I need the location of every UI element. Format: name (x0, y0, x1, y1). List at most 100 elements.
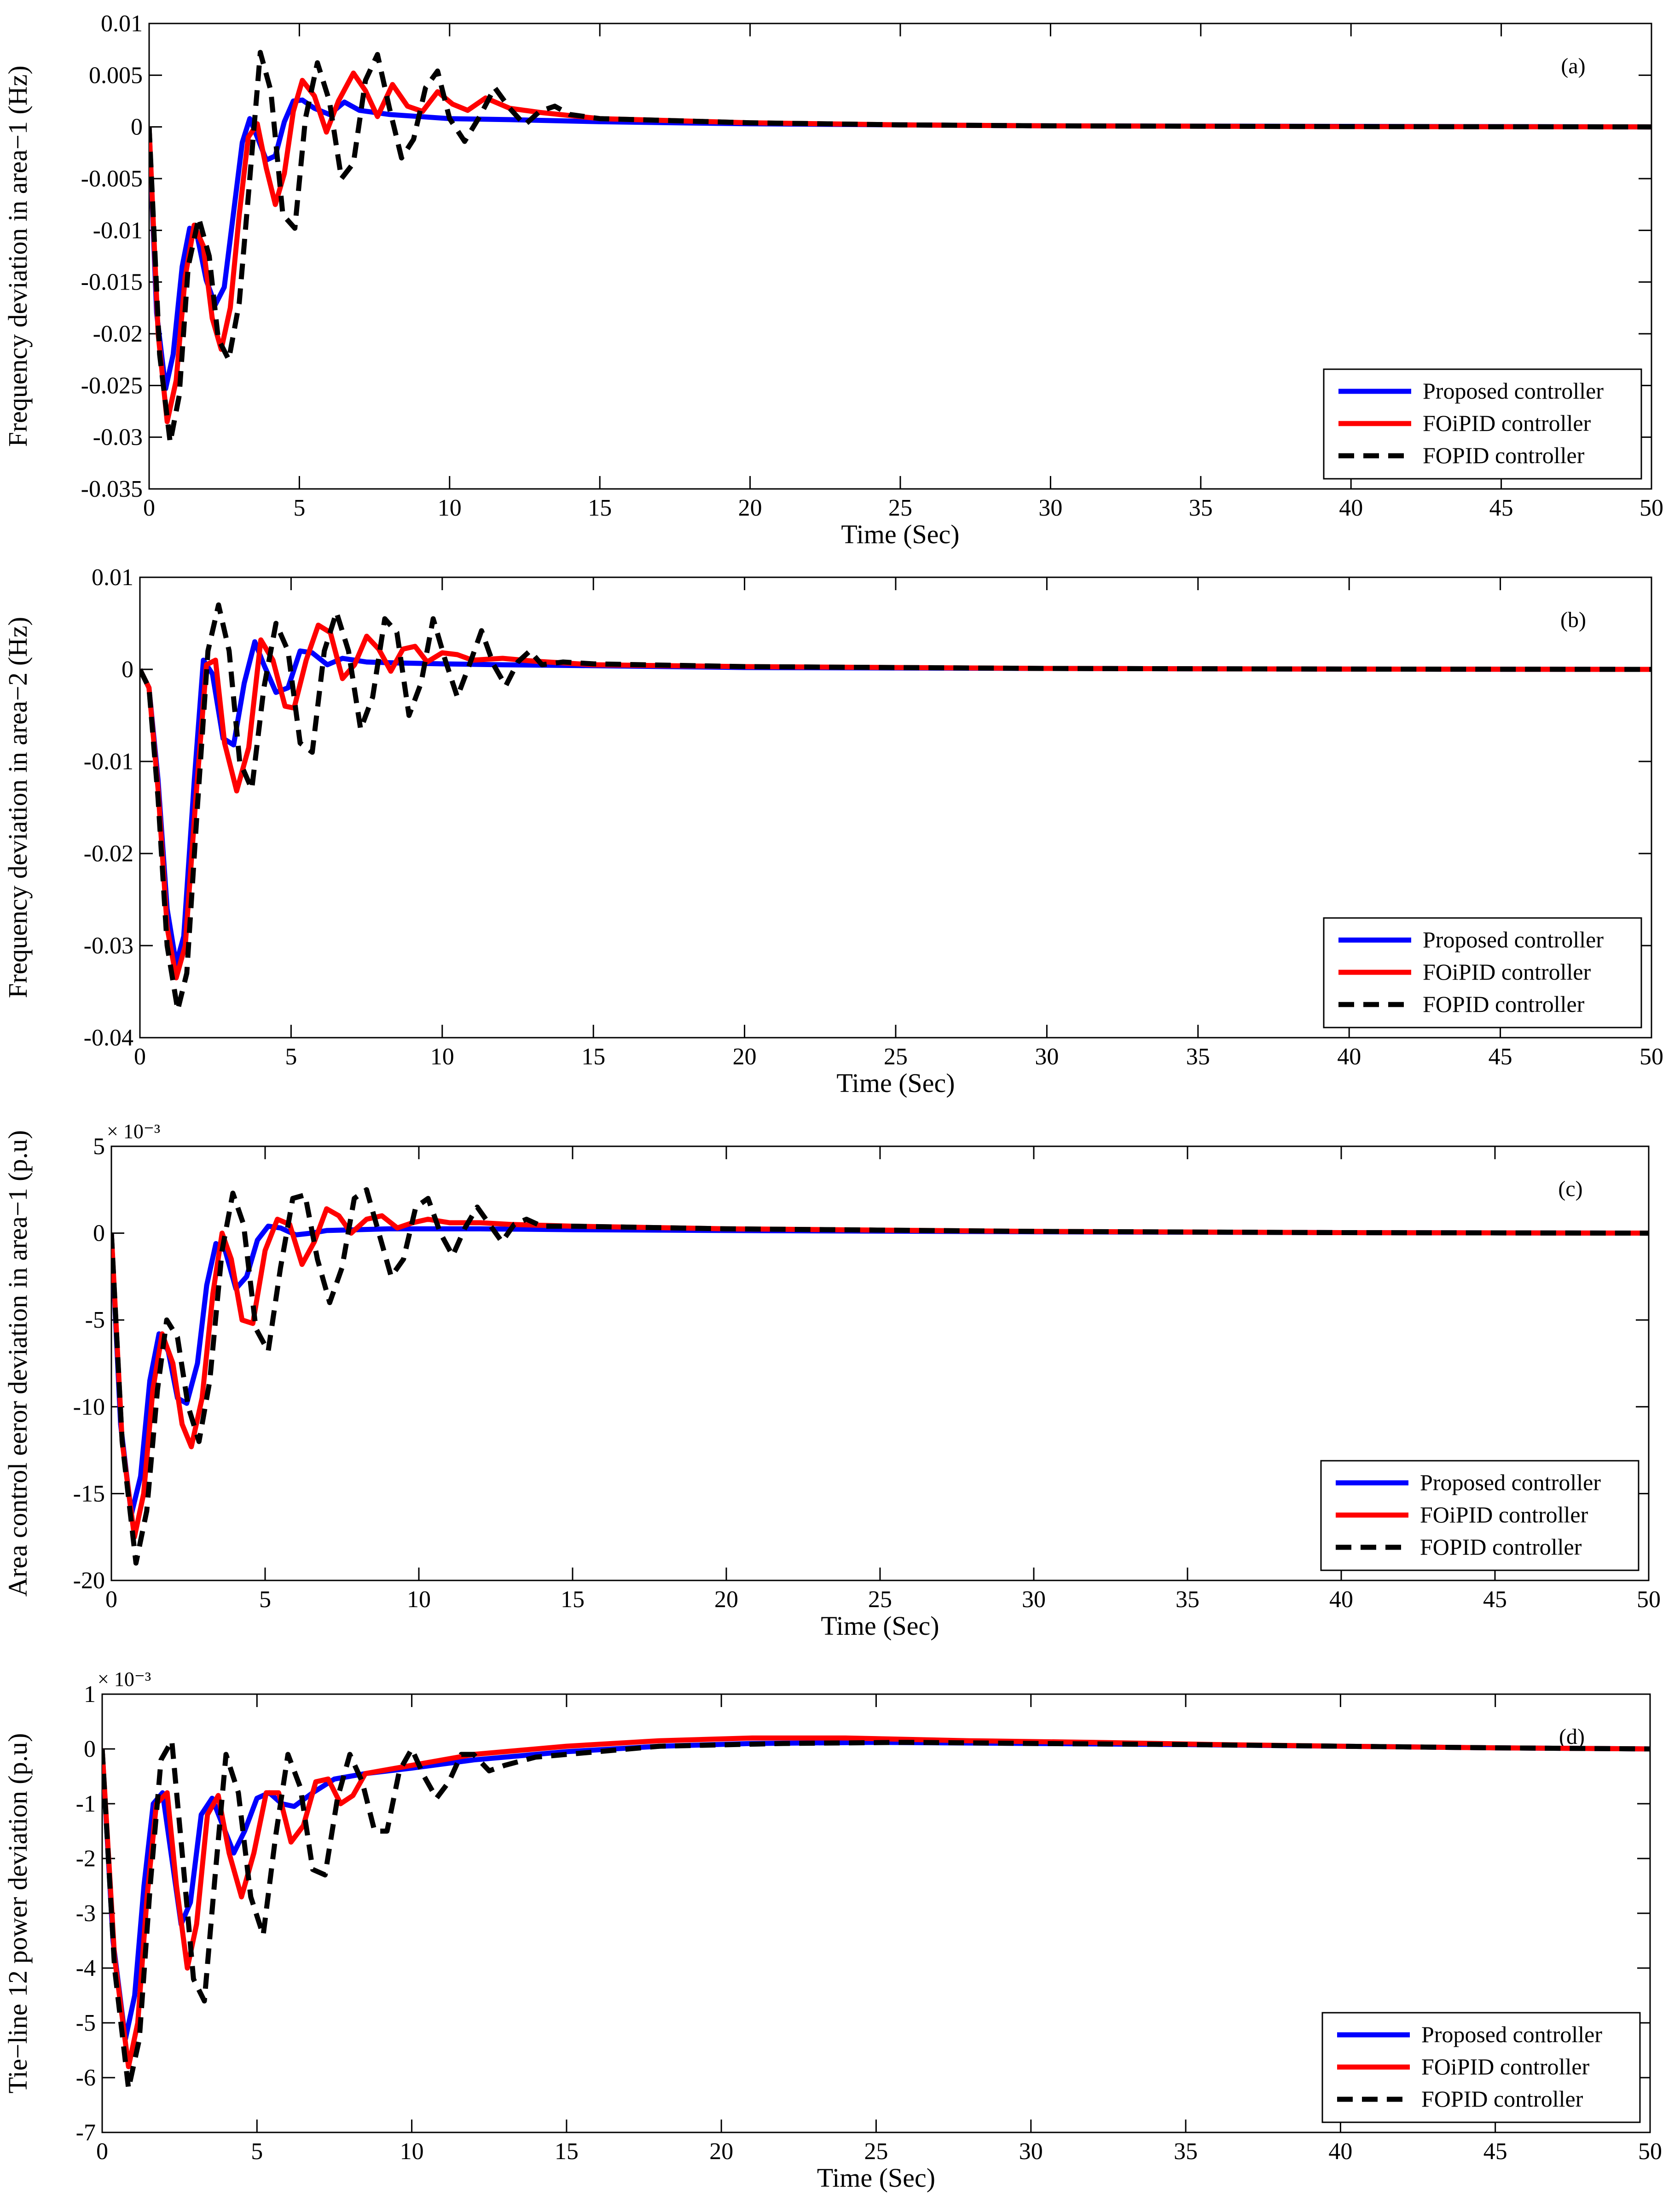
legend-entry-label: FOPID controller (1420, 1534, 1582, 1560)
y-tick-label: -0.04 (84, 1025, 133, 1051)
y-tick-label: -1 (76, 1791, 96, 1817)
y-tick-label: -5 (76, 2010, 96, 2036)
series-line-fopid-controller (149, 50, 1651, 445)
legend-entry-label: FOiPID controller (1420, 1502, 1588, 1527)
x-axis-title: Time (Sec) (821, 1611, 939, 1641)
y-axis-title: Frequency deviation in area−2 (Hz) (3, 617, 33, 998)
series-line-proposed-controller (140, 639, 1651, 967)
series-group (111, 1187, 1649, 1566)
y-tick-label: 0 (93, 1220, 105, 1247)
x-tick-label: 10 (407, 1586, 431, 1613)
y-tick-label: -0.02 (93, 321, 143, 347)
series-line-fopid-controller (111, 1187, 1649, 1566)
y-tick-label: 0 (84, 1736, 96, 1762)
legend-entry-label: FOiPID controller (1423, 410, 1591, 436)
x-tick-label: 50 (1638, 2138, 1662, 2165)
y-tick-label: 5 (93, 1133, 105, 1160)
series-line-foipid-controller (102, 1735, 1650, 2069)
x-tick-label: 5 (293, 495, 305, 521)
y-axis-title: Area control eeror deviation in area−1 (… (3, 1130, 33, 1597)
panel-label: (d) (1559, 1725, 1585, 1749)
x-tick-label: 30 (1038, 495, 1062, 521)
y-tick-label: -0.035 (81, 476, 143, 502)
y-tick-label: -0.005 (81, 166, 143, 192)
x-tick-label: 10 (430, 1044, 454, 1070)
x-tick-label: 10 (438, 495, 462, 521)
legend: Proposed controller FOiPID controller FOPI… (1323, 917, 1642, 1028)
x-axis-title: Time (Sec) (817, 2163, 935, 2193)
x-tick-label: 35 (1174, 2138, 1198, 2165)
x-tick-label: 25 (884, 1044, 908, 1070)
legend-entry-label: FOPID controller (1421, 2086, 1583, 2112)
legend-entry-label: Proposed controller (1420, 1469, 1601, 1495)
y-tick-label: -20 (73, 1568, 105, 1594)
y-tick-label: -0.02 (84, 841, 133, 867)
y-tick-label: -7 (76, 2120, 96, 2146)
x-tick-label: 40 (1337, 1044, 1361, 1070)
y-tick-label: -10 (73, 1394, 105, 1420)
x-tick-label: 15 (561, 1586, 585, 1613)
x-tick-label: 45 (1489, 1044, 1512, 1070)
y-tick-label: 0.005 (89, 62, 143, 88)
y-tick-label: -5 (85, 1307, 105, 1333)
legend-entry-label: Proposed controller (1421, 2021, 1602, 2047)
series-line-fopid-controller (102, 1738, 1650, 2091)
x-tick-label: 35 (1186, 1044, 1210, 1070)
x-tick-label: 30 (1019, 2138, 1043, 2165)
x-tick-label: 50 (1637, 1586, 1661, 1613)
legend: Proposed controller FOiPID controller FOPI… (1321, 2012, 1641, 2123)
y-tick-label: 0 (131, 114, 143, 140)
x-tick-label: 25 (868, 1586, 892, 1613)
y-tick-label: -0.025 (81, 372, 143, 399)
x-tick-label: 15 (588, 495, 612, 521)
series-line-fopid-controller (140, 602, 1651, 1013)
chart-panel-1: 0 5 10 15 20 25 30 35 40 45 50 0.01 0.005 0 -0.005 -0.0… (3, 11, 1663, 549)
x-tick-label: 30 (1035, 1044, 1059, 1070)
legend-entry-label: Proposed controller (1423, 378, 1604, 404)
x-tick-label: 35 (1189, 495, 1213, 521)
x-tick-label: 5 (259, 1586, 271, 1613)
y-tick-label: 0.01 (101, 11, 143, 37)
series-group (102, 1735, 1650, 2091)
legend-entry-label: FOiPID controller (1421, 2054, 1590, 2079)
x-tick-label: 30 (1022, 1586, 1046, 1613)
legend-entry-label: FOiPID controller (1423, 959, 1591, 985)
x-tick-label: 10 (400, 2138, 424, 2165)
panel-label: (a) (1561, 54, 1585, 78)
panel-label: (c) (1558, 1177, 1582, 1201)
x-axis-title: Time (Sec) (836, 1068, 955, 1098)
panel-label: (b) (1560, 608, 1586, 632)
x-tick-label: 20 (709, 2138, 733, 2165)
x-tick-label: 40 (1329, 1586, 1353, 1613)
x-tick-label: 20 (714, 1586, 738, 1613)
legend-entry-label: Proposed controller (1423, 927, 1604, 952)
x-tick-label: 15 (581, 1044, 605, 1070)
series-group (140, 602, 1651, 1013)
series-group (149, 50, 1651, 445)
x-tick-label: 50 (1639, 495, 1663, 521)
x-tick-label: 25 (864, 2138, 888, 2165)
x-tick-label: 5 (251, 2138, 263, 2165)
x-tick-label: 0 (96, 2138, 108, 2165)
y-axis-title: Frequency deviation in area−1 (Hz) (3, 65, 33, 447)
y-axis-title: Tie−line 12 power deviation (p.u) (3, 1733, 33, 2094)
x-tick-label: 45 (1489, 495, 1513, 521)
x-tick-label: 0 (134, 1044, 146, 1070)
legend-entry-label: FOPID controller (1423, 991, 1585, 1017)
x-tick-label: 0 (105, 1586, 117, 1613)
y-tick-label: -0.03 (84, 933, 133, 959)
x-axis-title: Time (Sec) (841, 519, 959, 549)
y-tick-label: -4 (76, 1955, 96, 1981)
legend: Proposed controller FOiPID controller FOPI… (1323, 368, 1642, 480)
x-tick-label: 5 (285, 1044, 297, 1070)
y-tick-label: -6 (76, 2065, 96, 2091)
x-tick-label: 0 (143, 495, 155, 521)
y-tick-label: -0.015 (81, 269, 143, 296)
x-tick-label: 40 (1339, 495, 1363, 521)
x-tick-label: 40 (1328, 2138, 1352, 2165)
y-tick-label: -0.03 (93, 424, 143, 451)
axis-exponent-label: × 10⁻³ (107, 1120, 160, 1143)
axis-exponent-label: × 10⁻³ (98, 1668, 151, 1690)
